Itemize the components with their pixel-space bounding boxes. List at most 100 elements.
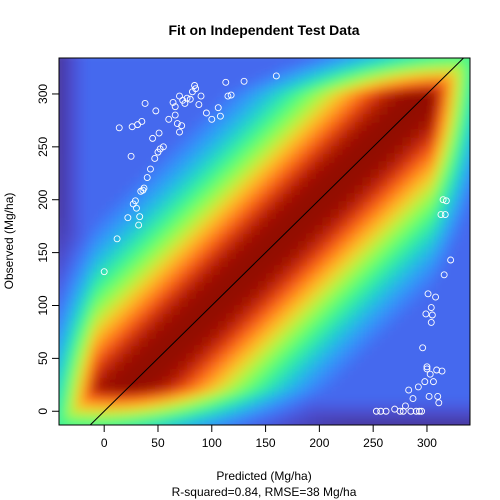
heatmap-cell bbox=[107, 130, 116, 139]
heatmap-cell bbox=[475, 58, 484, 67]
heatmap-cell bbox=[195, 82, 204, 91]
heatmap-cell bbox=[211, 138, 220, 147]
heatmap-cell bbox=[203, 378, 212, 387]
heatmap-cell bbox=[267, 322, 276, 331]
heatmap-cell bbox=[107, 66, 116, 75]
heatmap-cell bbox=[59, 250, 68, 259]
heatmap-cell bbox=[91, 194, 100, 203]
heatmap-cell bbox=[379, 162, 388, 171]
heatmap-cell bbox=[235, 362, 244, 371]
heatmap-cell bbox=[467, 346, 470, 355]
heatmap-cell bbox=[107, 186, 116, 195]
heatmap-cell bbox=[163, 218, 172, 227]
heatmap-cell bbox=[259, 210, 268, 219]
heatmap-cell bbox=[435, 242, 444, 251]
heatmap-cell bbox=[251, 354, 260, 363]
heatmap-cell bbox=[291, 114, 300, 123]
heatmap-cell bbox=[355, 370, 364, 379]
heatmap-cell bbox=[147, 330, 156, 339]
heatmap-cell bbox=[451, 106, 460, 115]
heatmap-cell bbox=[315, 210, 324, 219]
heatmap-cell bbox=[427, 314, 436, 323]
heatmap-cell bbox=[171, 282, 180, 291]
heatmap-cell bbox=[235, 162, 244, 171]
heatmap-cell bbox=[363, 170, 372, 179]
heatmap-cell bbox=[219, 82, 228, 91]
heatmap-cell bbox=[131, 402, 140, 411]
heatmap-cell bbox=[379, 354, 388, 363]
heatmap-cell bbox=[451, 258, 460, 267]
heatmap-cell bbox=[67, 98, 76, 107]
heatmap-cell bbox=[363, 418, 372, 425]
heatmap-cell bbox=[203, 346, 212, 355]
heatmap-cell bbox=[107, 194, 116, 203]
heatmap-cell bbox=[451, 234, 460, 243]
heatmap-cell bbox=[219, 178, 228, 187]
heatmap-cell bbox=[371, 370, 380, 379]
heatmap-cell bbox=[107, 146, 116, 155]
heatmap-cell bbox=[155, 154, 164, 163]
heatmap-cell bbox=[211, 226, 220, 235]
heatmap-cell bbox=[379, 106, 388, 115]
heatmap-cell bbox=[275, 138, 284, 147]
heatmap-cell bbox=[115, 90, 124, 99]
heatmap-cell bbox=[203, 386, 212, 395]
heatmap-cell bbox=[163, 90, 172, 99]
heatmap-cell bbox=[331, 394, 340, 403]
heatmap-cell bbox=[419, 114, 428, 123]
heatmap-cell bbox=[419, 178, 428, 187]
heatmap-cell bbox=[419, 338, 428, 347]
heatmap-cell bbox=[371, 58, 380, 67]
heatmap-cell bbox=[267, 130, 276, 139]
heatmap-cell bbox=[203, 370, 212, 379]
heatmap-cell bbox=[419, 130, 428, 139]
heatmap-cell bbox=[307, 258, 316, 267]
heatmap-cell bbox=[219, 242, 228, 251]
heatmap-cell bbox=[171, 370, 180, 379]
heatmap-cell bbox=[459, 362, 468, 371]
heatmap-cell bbox=[323, 90, 332, 99]
heatmap-cell bbox=[379, 394, 388, 403]
heatmap-cell bbox=[139, 362, 148, 371]
heatmap-cell bbox=[227, 402, 236, 411]
heatmap-cell bbox=[299, 330, 308, 339]
heatmap-cell bbox=[83, 418, 92, 425]
heatmap-cell bbox=[251, 82, 260, 91]
heatmap-cell bbox=[195, 114, 204, 123]
heatmap-cell bbox=[355, 234, 364, 243]
heatmap-cell bbox=[59, 402, 68, 411]
heatmap-cell bbox=[243, 370, 252, 379]
heatmap-cell bbox=[203, 234, 212, 243]
heatmap-cell bbox=[179, 290, 188, 299]
heatmap-cell bbox=[163, 266, 172, 275]
heatmap-cell bbox=[459, 58, 468, 67]
heatmap-cell bbox=[363, 194, 372, 203]
heatmap-cell bbox=[427, 202, 436, 211]
heatmap-cell bbox=[107, 362, 116, 371]
heatmap-cell bbox=[155, 338, 164, 347]
heatmap-cell bbox=[323, 130, 332, 139]
heatmap-cell bbox=[443, 186, 452, 195]
heatmap-cell bbox=[99, 250, 108, 259]
heatmap-cell bbox=[171, 186, 180, 195]
heatmap-cell bbox=[147, 130, 156, 139]
data-point bbox=[152, 107, 160, 115]
heatmap-cell bbox=[67, 298, 76, 307]
heatmap-cell bbox=[299, 322, 308, 331]
heatmap-cell bbox=[155, 322, 164, 331]
heatmap-cell bbox=[99, 370, 108, 379]
heatmap-cell bbox=[203, 210, 212, 219]
heatmap-cell bbox=[379, 402, 388, 411]
heatmap-cell bbox=[179, 330, 188, 339]
heatmap-cell bbox=[83, 58, 92, 67]
heatmap-cell bbox=[139, 266, 148, 275]
heatmap-cell bbox=[275, 266, 284, 275]
heatmap-cell bbox=[395, 186, 404, 195]
heatmap-cell bbox=[59, 370, 68, 379]
heatmap-cell bbox=[291, 370, 300, 379]
heatmap-cell bbox=[243, 138, 252, 147]
heatmap-cell bbox=[395, 66, 404, 75]
heatmap-cell bbox=[251, 226, 260, 235]
heatmap-cell bbox=[307, 338, 316, 347]
heatmap-cell bbox=[475, 170, 484, 179]
